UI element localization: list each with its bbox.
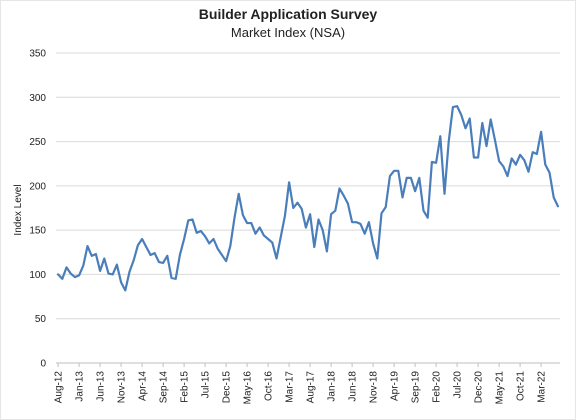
- x-tick-label: Apr-14: [138, 371, 149, 401]
- x-tick-label: Apr-19: [390, 371, 401, 401]
- chart-title: Builder Application Survey: [198, 6, 378, 22]
- x-tick-label: Jan-18: [327, 371, 338, 402]
- x-tick-label: May-21: [495, 371, 506, 405]
- x-tick-label: Jun-13: [96, 371, 107, 402]
- x-tick-label: Jan-13: [75, 371, 86, 402]
- x-tick-label: May-16: [243, 371, 254, 405]
- x-tick-label: Nov-13: [117, 371, 128, 404]
- chart-subtitle: Market Index (NSA): [230, 25, 346, 40]
- y-tick-label: 0: [40, 359, 46, 370]
- x-tick-label: Mar-17: [285, 371, 296, 403]
- y-tick-label: 100: [29, 270, 46, 281]
- series-line: [56, 105, 560, 292]
- x-tick-label: Jul-15: [201, 371, 212, 399]
- x-tick-label: Aug-17: [306, 371, 317, 404]
- y-axis-label: Index Level: [13, 184, 24, 235]
- gridlines: [56, 52, 560, 320]
- y-tick-label: 250: [29, 137, 46, 148]
- y-tick-label: 150: [29, 226, 46, 237]
- x-tick-label: Aug-12: [54, 371, 65, 404]
- tick-labels: 0 50 100 150 200 250 300 350 Aug-12 Jan-13 Jun-13 N…: [29, 49, 547, 405]
- x-tick-label: Jun-18: [348, 371, 359, 402]
- x-tick-label: Oct-21: [516, 371, 527, 401]
- x-tick-label: Dec-20: [474, 371, 485, 404]
- y-tick-label: 200: [29, 181, 46, 192]
- series-layer: [56, 105, 560, 292]
- x-tick-label: Feb-15: [180, 371, 191, 403]
- x-tick-label: Sep-19: [411, 371, 422, 404]
- x-tick-label: Oct-16: [264, 371, 275, 401]
- x-tick-label: Nov-18: [369, 371, 380, 404]
- y-tick-label: 50: [35, 314, 47, 325]
- y-tick-label: 300: [29, 93, 46, 104]
- x-tick-label: Mar-22: [537, 371, 548, 403]
- x-tick-label: Jul-20: [453, 371, 464, 399]
- y-tick-label: 350: [29, 49, 46, 60]
- axes: [56, 362, 560, 367]
- x-tick-label: Sep-14: [159, 371, 170, 404]
- x-tick-label: Dec-15: [222, 371, 233, 404]
- x-tick-label: Feb-20: [432, 371, 443, 403]
